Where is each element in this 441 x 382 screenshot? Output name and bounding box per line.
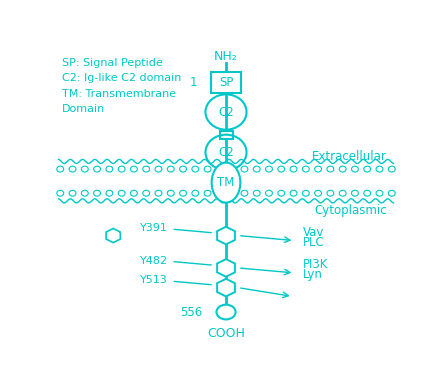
Text: C2: C2 [218,146,234,159]
Text: SP: Signal Peptide
C2: Ig-like C2 domain
TM: Transmembrane
Domain: SP: Signal Peptide C2: Ig-like C2 domain… [62,58,181,114]
Text: 1: 1 [190,76,197,89]
Polygon shape [106,228,120,243]
Text: PLC: PLC [303,236,325,249]
Text: Y391: Y391 [140,223,168,233]
Text: COOH: COOH [207,327,245,340]
Text: Y513: Y513 [140,275,168,285]
Text: 556: 556 [180,306,203,319]
Text: Extracellular: Extracellular [312,150,387,163]
Text: Y482: Y482 [140,256,168,265]
Text: Cytoplasmic: Cytoplasmic [314,204,387,217]
Text: TM: TM [217,176,235,189]
Ellipse shape [212,163,240,202]
Ellipse shape [217,305,235,319]
Text: SP: SP [219,76,233,89]
Polygon shape [217,279,235,296]
Polygon shape [217,259,235,277]
Text: C2: C2 [218,105,234,118]
Polygon shape [217,227,235,244]
Text: PI3K: PI3K [303,258,328,271]
Text: Vav: Vav [303,225,324,238]
Text: NH₂: NH₂ [214,50,238,63]
FancyBboxPatch shape [211,72,241,93]
FancyBboxPatch shape [220,131,232,139]
Text: Lyn: Lyn [303,268,323,281]
